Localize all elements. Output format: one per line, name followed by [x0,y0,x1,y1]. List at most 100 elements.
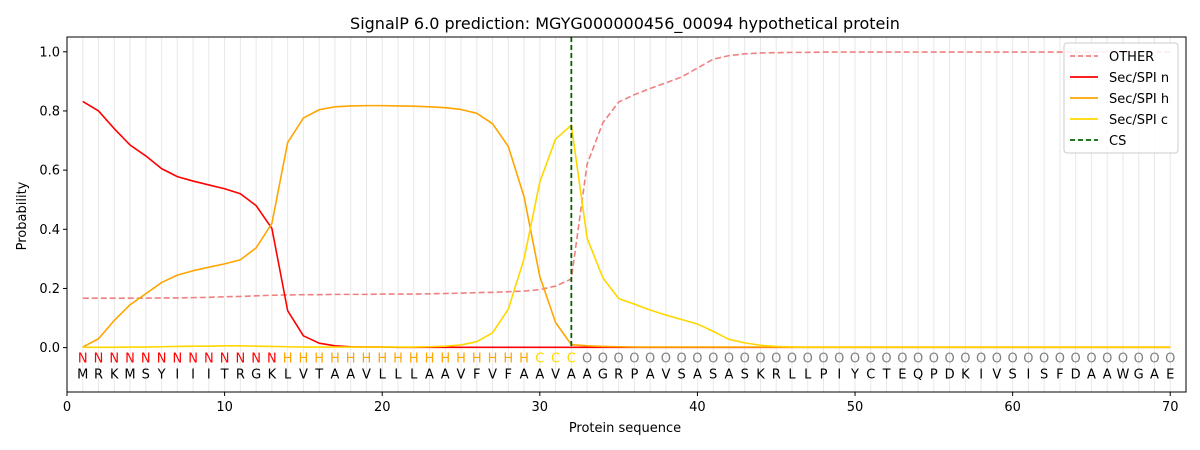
region-label: O [1071,351,1081,366]
residue-label: V [992,368,1001,383]
region-label: H [283,351,293,366]
region-label: O [1149,351,1159,366]
y-tick-label: 0.2 [39,282,60,297]
residue-label: S [142,368,150,383]
residue-label: K [268,368,277,383]
region-label: O [897,351,907,366]
x-tick-label: 40 [689,400,706,415]
grid-lines [82,37,1171,392]
residue-label: Y [157,368,166,383]
region-label: N [188,351,198,366]
residue-label: S [1040,368,1048,383]
legend-label: Sec/SPI h [1109,92,1169,107]
residue-label: I [191,368,195,383]
region-label: H [456,351,466,366]
residue-label: L [410,368,418,383]
region-label: O [771,351,781,366]
region-label: O [1086,351,1096,366]
region-label: O [881,351,891,366]
residue-label: L [804,368,812,383]
y-tick-label: 1.0 [39,45,60,60]
residue-label: K [756,368,765,383]
region-label: O [598,351,608,366]
residue-label: V [661,368,670,383]
y-axis-label: Probability [15,181,30,250]
region-label: H [503,351,513,366]
residue-label: L [788,368,796,383]
plot-frame [66,36,1187,393]
residue-label: S [1009,368,1017,383]
residue-label: I [1026,368,1030,383]
residue-label: T [882,368,891,383]
y-tick-label: 0.8 [39,104,60,119]
region-label: O [913,351,923,366]
residue-label: A [346,368,355,383]
series-layer [82,37,1171,349]
residue-label: C [866,368,875,383]
residue-label: K [961,368,970,383]
legend-box [1063,42,1179,154]
region-label: H [488,351,498,366]
residue-label: A [425,368,434,383]
residue-label: T [220,368,229,383]
region-label: O [724,351,734,366]
x-tick-label: 0 [63,400,71,415]
region-label: O [1008,351,1018,366]
residue-label: R [236,368,245,383]
region-label: O [1134,351,1144,366]
region-label: O [976,351,986,366]
region-label: O [1118,351,1128,366]
residue-label: V [299,368,308,383]
region-label: N [157,351,167,366]
region-label: O [850,351,860,366]
residue-label: A [535,368,544,383]
residue-label: G [1134,368,1144,383]
residue-label: P [630,368,638,383]
residue-label: M [124,368,135,383]
residue-label: M [77,368,88,383]
x-tick-label: 50 [847,400,864,415]
axes: 0 10 20 30 40 50 60 70 0.0 0.2 0.4 0.6 0.8 1.0 [39,45,1178,415]
region-label: N [94,351,104,366]
series-line-sec-spi-h [82,104,1171,348]
residue-label: A [693,368,702,383]
legend-label: Sec/SPI c [1109,113,1168,128]
legend-label: CS [1109,134,1126,149]
region-label: O [1023,351,1033,366]
residue-label: K [110,368,119,383]
region-label: N [220,351,230,366]
residue-label: D [1071,368,1081,383]
residue-label: A [441,368,450,383]
region-label: H [472,351,482,366]
residue-label: A [567,368,576,383]
region-label: H [330,351,340,366]
region-label: N [172,351,182,366]
residue-label: A [1150,368,1159,383]
residue-label: E [1166,368,1174,383]
region-label: O [614,351,624,366]
region-label: N [125,351,135,366]
x-tick-label: 70 [1162,400,1179,415]
region-label: O [834,351,844,366]
residue-label: Q [913,368,923,383]
residue-label: S [741,368,749,383]
region-label: O [1055,351,1065,366]
region-label: H [299,351,309,366]
residue-label: A [520,368,529,383]
region-label: O [661,351,671,366]
legend: OTHER Sec/SPI n Sec/SPI h Sec/SPI c CS [1063,42,1179,154]
series-line-sec-spi-c [82,124,1171,349]
region-label: O [692,351,702,366]
residue-label: L [394,368,402,383]
region-label: O [929,351,939,366]
region-label: N [235,351,245,366]
residue-label: F [1056,368,1063,383]
region-label: C [567,351,576,366]
residue-label: A [724,368,733,383]
region-label: O [803,351,813,366]
region-label: H [362,351,372,366]
residue-label: R [614,368,623,383]
residue-label: V [362,368,371,383]
x-tick-label: 60 [1004,400,1021,415]
